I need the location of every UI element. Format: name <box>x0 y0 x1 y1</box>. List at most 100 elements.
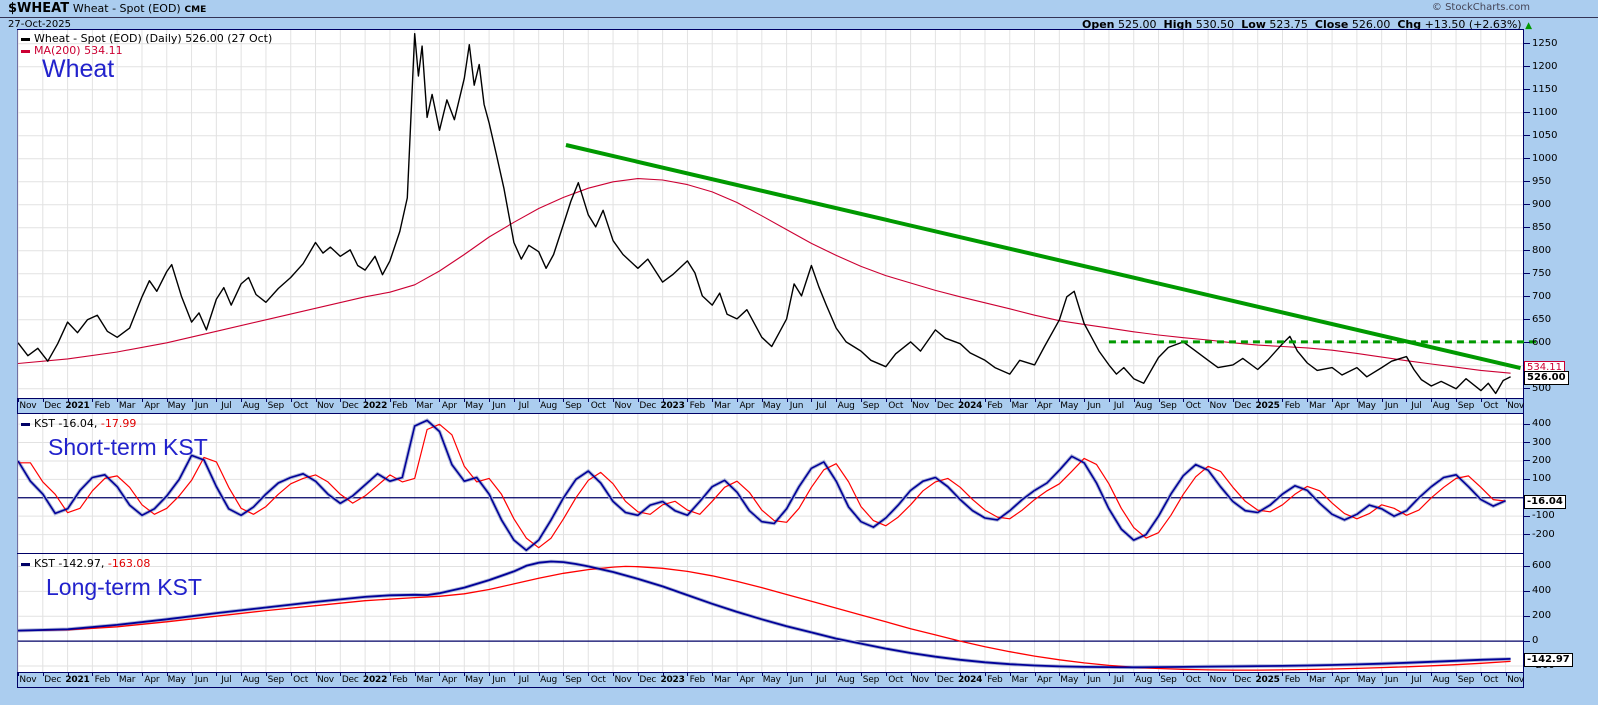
x-axis-label: May <box>762 401 781 411</box>
x-axis-label: Jul <box>1411 675 1422 685</box>
x-axis-label: Oct <box>888 675 904 685</box>
x-axis-label: Dec <box>639 675 657 685</box>
x-axis-label: May <box>1357 675 1376 685</box>
x-axis-tick <box>538 673 540 676</box>
x-axis-tick <box>1480 399 1482 402</box>
x-axis-tick <box>1456 673 1458 676</box>
x-axis-label: Sep <box>565 401 582 411</box>
x-axis-tick <box>464 399 466 402</box>
gridlines <box>17 554 1523 672</box>
x-axis-label: Aug <box>242 401 260 411</box>
x-axis-tick <box>1406 399 1408 402</box>
x-axis-tick <box>1133 673 1135 676</box>
x-axis-label: 2022 <box>362 401 388 411</box>
kst-panel-top-border <box>17 413 1524 414</box>
last-value-label: 526.00 <box>1524 370 1569 385</box>
x-axis-tick <box>885 399 887 402</box>
y-axis-tick <box>1524 66 1530 68</box>
y-axis-tick <box>1524 273 1530 275</box>
y-axis-tick <box>1524 181 1530 183</box>
y-axis-label: 600 <box>1532 336 1552 348</box>
x-axis-label: Nov <box>614 675 632 685</box>
x-axis-tick <box>538 399 540 402</box>
x-axis-label: Apr <box>441 401 457 411</box>
x-axis-label: Jun <box>492 675 506 685</box>
x-axis-label: Apr <box>1334 401 1350 411</box>
y-axis-tick <box>1524 388 1530 390</box>
y-axis-tick <box>1524 640 1530 642</box>
x-axis-label: Nov <box>912 401 929 411</box>
series-group <box>18 418 1507 553</box>
x-axis-label: Jul <box>221 675 232 685</box>
x-axis-label: Dec <box>1234 401 1252 411</box>
y-axis-tick <box>1524 423 1530 425</box>
x-axis-label: Feb <box>392 401 408 411</box>
x-axis-label: Feb <box>987 401 1003 411</box>
plot-background <box>18 414 1523 553</box>
y-axis-tick <box>1524 319 1530 321</box>
x-axis-label: Mar <box>1309 401 1326 411</box>
x-axis-label: 2021 <box>65 401 90 411</box>
x-axis-label: Aug <box>1135 401 1153 411</box>
x-axis-tick <box>290 673 292 676</box>
x-axis-tick <box>1232 399 1234 402</box>
main-price-panel <box>17 30 1541 398</box>
x-axis-label: Mar <box>1011 675 1028 685</box>
x-axis-tick <box>1208 673 1210 676</box>
x-axis-tick <box>662 399 664 402</box>
x-axis-label: Dec <box>936 675 954 685</box>
y-axis-tick <box>1524 135 1530 137</box>
x-axis-tick <box>464 673 466 676</box>
y-axis-label: 400 <box>1532 585 1552 597</box>
y-axis-tick <box>1524 460 1530 462</box>
x-axis-label: May <box>167 401 186 411</box>
x-axis-tick <box>1183 673 1185 676</box>
x-axis-tick <box>141 673 143 676</box>
x-axis-tick <box>687 399 689 402</box>
long-kst-value: -142.97, <box>58 557 105 570</box>
x-axis-tick <box>1257 399 1259 402</box>
frame-top-border <box>17 29 1524 30</box>
x-axis-tick <box>166 399 168 402</box>
x-axis-tick <box>935 399 937 402</box>
y-axis-label: 900 <box>1532 198 1552 210</box>
x-axis-tick <box>1480 673 1482 676</box>
symbol: $WHEAT <box>8 1 70 16</box>
series-kst-signal <box>18 423 1506 549</box>
long-term-kst-panel <box>17 554 1523 672</box>
x-axis-tick <box>1505 399 1507 402</box>
x-axis-label: Feb <box>1284 401 1301 411</box>
x-axis-label: Jun <box>1087 675 1101 685</box>
x-axis-label: May <box>1060 401 1079 411</box>
x-axis-label: Mar <box>1309 675 1326 685</box>
x-axis-label: Aug <box>837 675 855 685</box>
x-axis-tick <box>637 399 639 402</box>
x-axis-label: Mar <box>416 401 433 411</box>
x-axis-label: Nov <box>1507 675 1525 685</box>
series-ma-200-534-11 <box>18 178 1511 374</box>
x-axis-label: Sep <box>1160 675 1177 685</box>
x-axis-label: May <box>167 675 186 685</box>
x-axis-label: Dec <box>44 401 62 411</box>
short-kst-value: -16.04, <box>58 417 98 430</box>
x-axis-label: Apr <box>1036 401 1052 411</box>
x-axis-label: Mar <box>416 675 433 685</box>
x-axis-label: Mar <box>118 401 136 411</box>
x-axis-tick <box>1183 399 1185 402</box>
x-axis-tick <box>761 673 763 676</box>
x-axis-tick <box>1381 399 1383 402</box>
x-axis-tick <box>315 673 317 676</box>
x-axis-tick <box>117 399 119 402</box>
x-axis-tick <box>1232 673 1234 676</box>
plot-background <box>18 554 1523 672</box>
up-arrow-icon: ▲ <box>1525 21 1532 31</box>
x-axis-tick <box>439 399 441 402</box>
x-axis-tick <box>1282 399 1284 402</box>
y-axis-label: 0 <box>1532 635 1539 647</box>
x-axis-label: Dec <box>341 675 359 685</box>
x-axis-label: Dec <box>1234 675 1252 685</box>
series-group <box>18 559 1511 671</box>
x-axis-tick <box>1059 673 1061 676</box>
x-axis-label: Nov <box>19 401 37 411</box>
longkst-bottom-border <box>17 672 1524 673</box>
